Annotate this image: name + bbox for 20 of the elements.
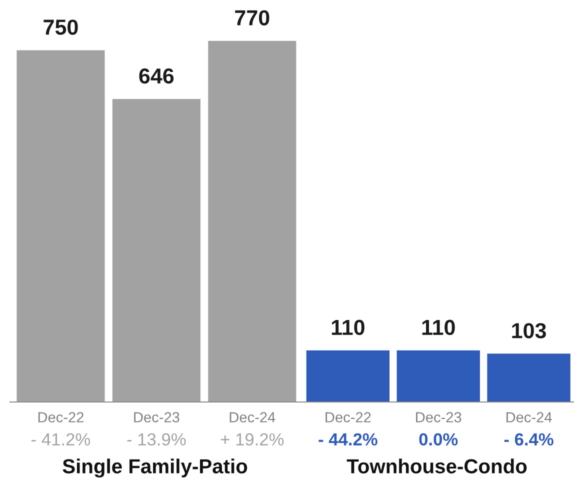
text: 0.0% (419, 433, 458, 446)
text: - 13.9% (127, 433, 186, 446)
data-label: 770 (235, 10, 270, 26)
data-label: 646 (139, 68, 174, 84)
x-tick-label: Dec-24 (230, 412, 276, 422)
data-label: 103 (512, 323, 546, 338)
x-tick-label: Dec-22 (326, 412, 371, 422)
data-label: 110 (332, 320, 364, 336)
x-tick-label: Dec-24 (506, 412, 552, 422)
text: + 19.2% (220, 433, 284, 446)
x-tick-label: Dec-23 (416, 412, 462, 422)
x-tick-label: Dec-23 (134, 412, 180, 422)
x-tick-label: Dec-22 (38, 412, 84, 422)
x-axis-title: Townhouse-Condo (346, 458, 527, 474)
text: - 44.2% (318, 433, 378, 446)
data-label: 750 (44, 20, 78, 35)
text: - 41.2% (32, 433, 90, 446)
text: - 6.4% (504, 433, 554, 446)
x-axis-title: Single Family-Patio (62, 458, 248, 478)
data-label: 110 (422, 320, 455, 336)
